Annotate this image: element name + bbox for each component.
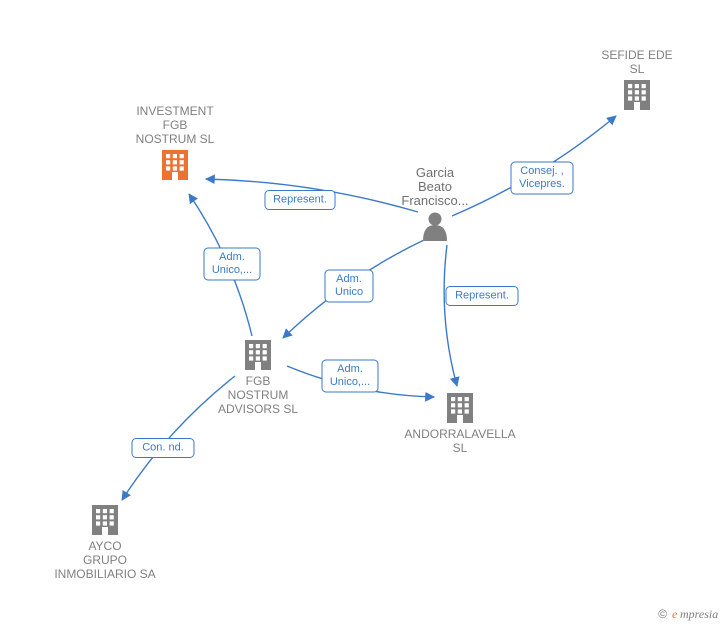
copyright: © empresia xyxy=(658,607,718,621)
node-label: INVESTMENT xyxy=(136,104,214,118)
edge-label: Consej. , xyxy=(520,165,563,177)
node-label: FGB xyxy=(246,374,271,388)
node-label: NOSTRUM xyxy=(228,388,289,402)
building-icon xyxy=(245,340,271,370)
edge: Adm.Unico,... xyxy=(189,194,260,336)
edge: Adm.Unico xyxy=(283,240,424,338)
edge-label: Unico xyxy=(335,286,363,298)
node-label: FGB xyxy=(163,118,188,132)
edge-label: Adm. xyxy=(219,251,245,263)
edge-label: Adm. xyxy=(336,273,362,285)
person-icon xyxy=(423,213,447,242)
edge: Represent. xyxy=(206,179,418,212)
edge-label: Vicepres. xyxy=(519,178,565,190)
node-label: NOSTRUM SL xyxy=(136,132,215,146)
building-icon xyxy=(162,150,188,180)
copyright-initial: e xyxy=(672,607,678,621)
edge-line xyxy=(444,245,457,386)
edge-label: Represent. xyxy=(455,290,509,302)
copyright-symbol: © xyxy=(658,607,667,621)
building-icon xyxy=(447,393,473,423)
edge-label: Adm. xyxy=(337,363,363,375)
node-advisors: FGBNOSTRUMADVISORS SL xyxy=(218,340,298,416)
edge-label: Unico,... xyxy=(330,376,370,388)
copyright-text: mpresia xyxy=(680,607,718,621)
edge-label: Unico,... xyxy=(212,264,252,276)
edge: Adm.Unico,... xyxy=(287,360,434,397)
edge-label: Con. nd. xyxy=(142,442,184,454)
node-andorra: ANDORRALAVELLASL xyxy=(404,393,515,455)
node-label: Beato xyxy=(418,179,452,194)
node-label: Francisco... xyxy=(401,193,468,208)
node-label: ADVISORS SL xyxy=(218,402,298,416)
node-label: ANDORRALAVELLA xyxy=(404,427,515,441)
node-label: SEFIDE EDE xyxy=(601,48,672,62)
node-ayco: AYCOGRUPOINMOBILIARIO SA xyxy=(54,505,155,581)
building-icon xyxy=(624,80,650,110)
node-label: SL xyxy=(453,441,468,455)
edge: Consej. ,Vicepres. xyxy=(452,116,616,216)
node-label: GRUPO xyxy=(83,553,127,567)
edge-label: Represent. xyxy=(273,194,327,206)
edge: Con. nd. xyxy=(122,376,235,500)
node-label: AYCO xyxy=(88,539,121,553)
node-label: INMOBILIARIO SA xyxy=(54,567,155,581)
node-label: SL xyxy=(630,62,645,76)
node-label: Garcia xyxy=(416,165,455,180)
node-sefide: SEFIDE EDESL xyxy=(601,48,672,110)
building-icon xyxy=(92,505,118,535)
node-person: GarciaBeatoFrancisco... xyxy=(401,165,468,241)
edge: Represent. xyxy=(444,245,518,386)
node-investment_fgb: INVESTMENTFGBNOSTRUM SL xyxy=(136,104,215,180)
